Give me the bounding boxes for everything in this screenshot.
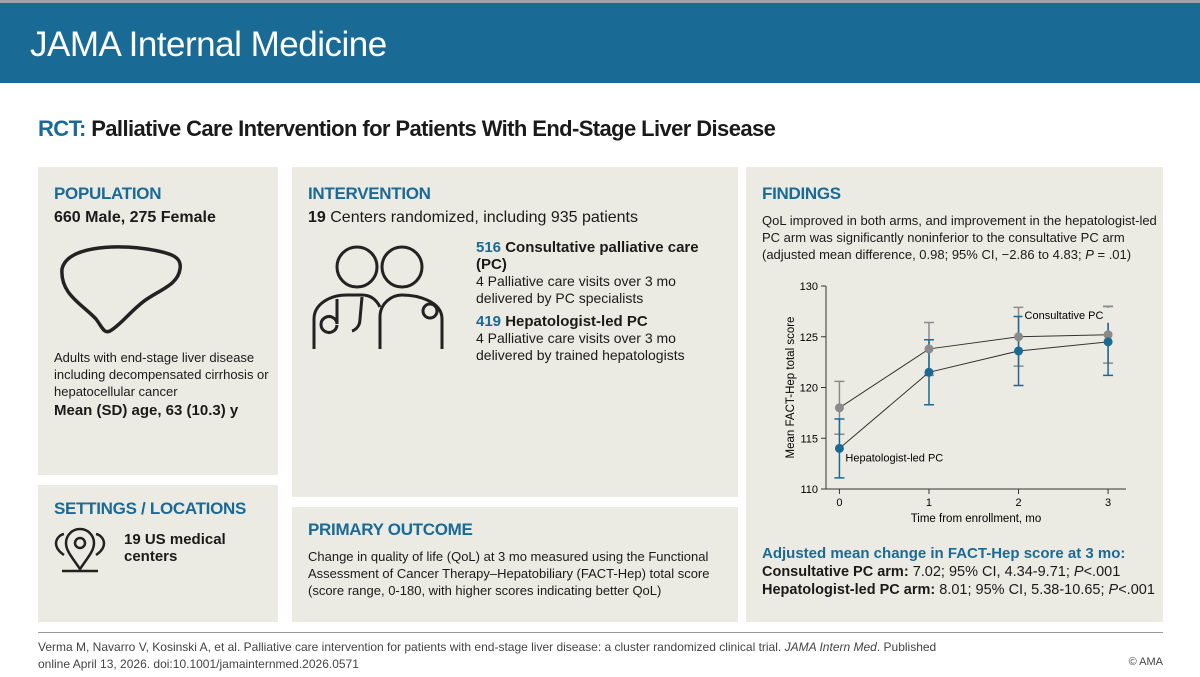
heading: POPULATION (54, 184, 162, 203)
point (834, 403, 844, 413)
heading: INTERVENTION (308, 184, 431, 203)
arm-0: 516 Consultative palliative care (PC) 4 … (476, 239, 726, 307)
arm: Consultative PC arm: (762, 564, 909, 580)
chart: 110 115 120 125 130 0 1 2 3 Time from enrollment,… (785, 281, 1126, 525)
centers-line: 19 Centers randomized, including 935 pat… (308, 209, 638, 227)
findings-text: QoL improved in both arms, and improveme… (762, 212, 1157, 263)
heading: PRIMARY OUTCOME (308, 520, 473, 539)
x-tick-label: 2 (1015, 497, 1021, 509)
citation: Verma M, Navarro V, Kosinski A, et al. P… (38, 639, 938, 673)
header-band: JAMA Internal Medicine (0, 3, 1200, 83)
people-icon (312, 245, 444, 349)
settings-text: 19 US medical centers (124, 531, 226, 565)
result-row: Consultative PC arm: 7.02; 95% CI, 4.34-… (762, 563, 1162, 581)
x-axis-label: Time from enrollment, mo (911, 513, 1042, 525)
point (1103, 330, 1113, 340)
p-symbol: P (1108, 582, 1119, 598)
citation-text: . Published online April 13, 2026. doi:1… (38, 640, 937, 671)
p-symbol: P (1085, 247, 1094, 262)
outcome-text: Change in quality of life (QoL) at 3 mo … (308, 549, 710, 598)
p-value: = .01) (1097, 247, 1132, 262)
arms: 516 Consultative palliative care (PC) 4 … (476, 239, 726, 364)
series-line (839, 334, 1109, 409)
arm-title: 516 Consultative palliative care (PC) (476, 239, 726, 273)
y-tick-label: 130 (800, 281, 818, 293)
copyright: © AMA (1128, 656, 1163, 668)
p-symbol: P (1073, 564, 1084, 580)
centers-summary: Centers randomized, including 935 patien… (330, 209, 638, 226)
point (924, 344, 934, 354)
liver-icon (60, 245, 182, 334)
p-value: <.001 (1083, 564, 1121, 580)
stats: 8.01; 95% CI, 5.38-10.65; (939, 582, 1105, 598)
results-heading: Adjusted mean change in FACT-Hep score a… (762, 545, 1126, 562)
headline-title: Palliative Care Intervention for Patient… (91, 116, 776, 141)
y-tick-label: 110 (800, 484, 818, 496)
y-tick-label: 120 (800, 383, 818, 395)
findings-panel: FINDINGS QoL improved in both arms, and … (746, 167, 1163, 622)
label-bg (843, 450, 966, 466)
arm-count: 419 (476, 313, 502, 330)
arm-1: 419 Hepatologist-led PC 4 Palliative car… (476, 313, 726, 364)
stats: 7.02; 95% CI, 4.34-9.71; (912, 564, 1070, 580)
p-value: <.001 (1118, 582, 1155, 598)
series-line (839, 341, 1109, 449)
label-bg (1022, 307, 1120, 323)
point (1014, 346, 1024, 356)
arm-detail: 4 Palliative care visits over 3 mo deliv… (476, 330, 685, 363)
point (834, 443, 844, 453)
results: Adjusted mean change in FACT-Hep score a… (762, 545, 1162, 599)
arm-name: Hepatologist-led PC (505, 313, 648, 330)
location-icon (54, 527, 106, 573)
intervention-panel: INTERVENTION 19 Centers randomized, incl… (292, 167, 738, 497)
center-count: 19 (308, 209, 326, 226)
sex-counts: 660 Male, 275 Female (54, 209, 216, 226)
findings-body: QoL improved in both arms, and improveme… (762, 213, 1157, 262)
arm-count: 516 (476, 239, 502, 256)
top-rule (0, 0, 1200, 3)
result-row: Hepatologist-led PC arm: 8.01; 95% CI, 5… (762, 581, 1162, 599)
arm: Hepatologist-led PC arm: (762, 582, 936, 598)
journal-title: JAMA Internal Medicine (30, 25, 387, 64)
citation-journal: JAMA Intern Med (784, 640, 877, 654)
point (924, 367, 934, 377)
age: Mean (SD) age, 63 (10.3) y (54, 402, 239, 419)
point (1103, 337, 1113, 347)
headline: RCT: Palliative Care Intervention for Pa… (38, 116, 776, 142)
headline-label: RCT: (38, 116, 86, 141)
series-label: Consultative PC (1025, 310, 1104, 322)
y-tick-label: 125 (800, 332, 818, 344)
settings-panel: SETTINGS / LOCATIONS 19 US medical cente… (38, 485, 278, 622)
outcome-panel: PRIMARY OUTCOME Change in quality of lif… (292, 507, 738, 622)
population-panel: POPULATION 660 Male, 275 Female Adults w… (38, 167, 278, 475)
heading: SETTINGS / LOCATIONS (54, 499, 247, 518)
citation-text: Verma M, Navarro V, Kosinski A, et al. P… (38, 640, 782, 654)
x-tick-label: 0 (836, 497, 842, 509)
x-tick-label: 1 (926, 497, 932, 509)
y-axis-label: Mean FACT-Hep total score (785, 317, 797, 459)
heading: FINDINGS (762, 184, 841, 203)
footer-rule (38, 632, 1163, 633)
x-tick-label: 3 (1105, 497, 1111, 509)
series-label: Hepatologist-led PC (845, 452, 943, 464)
y-tick-label: 115 (800, 433, 818, 445)
arm-title: 419 Hepatologist-led PC (476, 313, 726, 330)
population-description: Adults with end-stage liver disease incl… (54, 350, 269, 399)
arm-name: Consultative palliative care (PC) (476, 239, 699, 273)
arm-detail: 4 Palliative care visits over 3 mo deliv… (476, 273, 676, 306)
point (1014, 332, 1024, 342)
